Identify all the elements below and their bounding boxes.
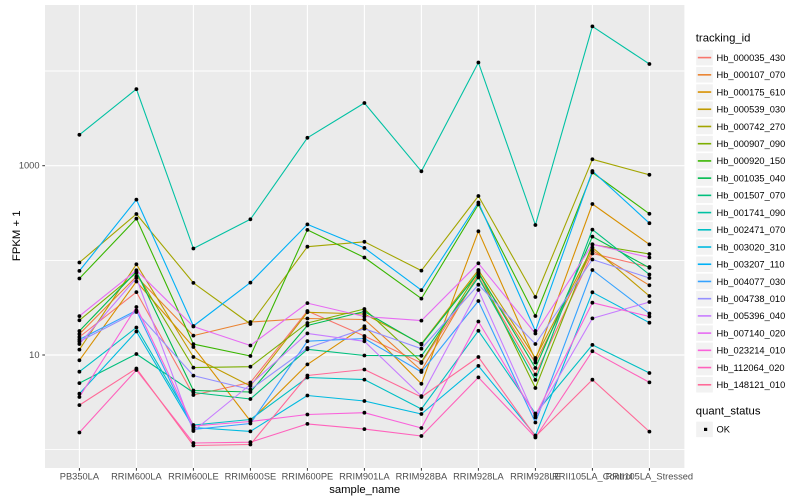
svg-text:Hb_000035_430: Hb_000035_430 xyxy=(717,53,786,63)
svg-text:RRIM928LA: RRIM928LA xyxy=(453,472,504,482)
svg-text:Hb_000920_150: Hb_000920_150 xyxy=(717,156,786,166)
svg-text:Hb_004738_010: Hb_004738_010 xyxy=(717,294,786,304)
svg-text:RRIM928LE: RRIM928LE xyxy=(510,472,561,482)
svg-text:sample_name: sample_name xyxy=(329,484,400,496)
svg-text:Hb_023214_010: Hb_023214_010 xyxy=(717,346,786,356)
svg-text:RRIM901LA: RRIM901LA xyxy=(339,472,390,482)
svg-text:10: 10 xyxy=(29,350,39,360)
svg-text:Hb_112064_020: Hb_112064_020 xyxy=(717,363,785,373)
svg-text:Hb_001035_040: Hb_001035_040 xyxy=(717,173,786,183)
svg-text:PB350LA: PB350LA xyxy=(60,472,100,482)
svg-text:Hb_000539_030: Hb_000539_030 xyxy=(717,105,786,115)
svg-text:Hb_000907_090: Hb_000907_090 xyxy=(717,139,786,149)
svg-text:RRIM600LA: RRIM600LA xyxy=(111,472,162,482)
svg-text:Hb_001507_070: Hb_001507_070 xyxy=(717,191,786,201)
svg-text:RRIM600SE: RRIM600SE xyxy=(225,472,277,482)
svg-text:Hb_001741_090: Hb_001741_090 xyxy=(717,208,786,218)
svg-text:RRII105LA_Control: RRII105LA_Control xyxy=(552,472,633,482)
svg-text:Hb_002471_070: Hb_002471_070 xyxy=(717,225,786,235)
svg-text:Hb_005396_040: Hb_005396_040 xyxy=(717,311,786,321)
svg-text:RRIM600PE: RRIM600PE xyxy=(282,472,334,482)
svg-text:RRII105LA_Stressed: RRII105LA_Stressed xyxy=(606,472,693,482)
svg-text:tracking_id: tracking_id xyxy=(696,33,751,45)
svg-text:Hb_007140_020: Hb_007140_020 xyxy=(717,328,786,338)
svg-text:Hb_000175_610: Hb_000175_610 xyxy=(717,87,786,97)
svg-text:1000: 1000 xyxy=(19,161,40,171)
svg-text:RRIM600LE: RRIM600LE xyxy=(168,472,219,482)
svg-text:OK: OK xyxy=(717,425,731,435)
svg-text:FPKM + 1: FPKM + 1 xyxy=(11,211,23,262)
svg-text:Hb_004077_030: Hb_004077_030 xyxy=(717,277,786,287)
svg-text:Hb_148121_010: Hb_148121_010 xyxy=(717,380,786,390)
svg-text:Hb_003020_310: Hb_003020_310 xyxy=(717,242,786,252)
svg-text:Hb_000742_270: Hb_000742_270 xyxy=(717,122,786,132)
svg-text:quant_status: quant_status xyxy=(696,406,761,418)
svg-text:Hb_003207_110: Hb_003207_110 xyxy=(717,260,785,270)
svg-text:RRIM928BA: RRIM928BA xyxy=(396,472,448,482)
svg-text:Hb_000107_070: Hb_000107_070 xyxy=(717,70,786,80)
